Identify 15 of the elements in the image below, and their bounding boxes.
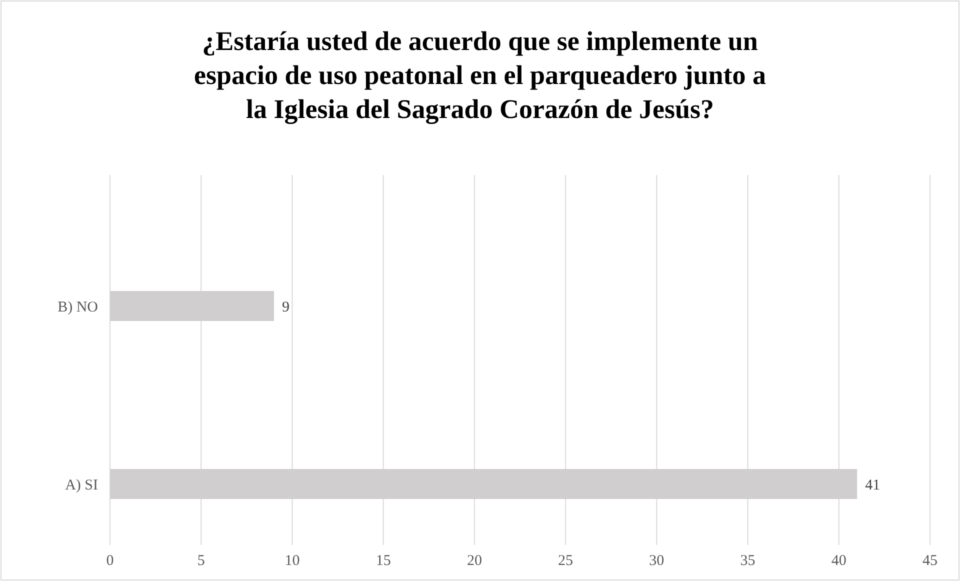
chart-title: ¿Estaría usted de acuerdo que se implemente un espacio de uso peatonal en el parqueadero junto a la Iglesia del Sagrado Corazón de Jesús? xyxy=(194,26,767,124)
x-tick-label: 40 xyxy=(831,553,846,569)
y-tick-label: B) NO xyxy=(58,299,98,316)
x-tick-label: 10 xyxy=(284,553,300,569)
x-tick-label: 15 xyxy=(376,553,391,569)
x-tick-label: 25 xyxy=(558,553,574,569)
x-tick-label: 45 xyxy=(922,553,938,569)
x-tick-label: 0 xyxy=(106,553,114,569)
data-label: 9 xyxy=(282,299,290,316)
x-tick-label: 20 xyxy=(466,553,482,569)
x-tick-label: 5 xyxy=(197,553,205,569)
x-tick-label: 35 xyxy=(740,553,756,569)
x-tick-label: 30 xyxy=(649,553,664,569)
y-tick-label: A) SI xyxy=(65,477,98,494)
data-label: 41 xyxy=(865,477,880,494)
